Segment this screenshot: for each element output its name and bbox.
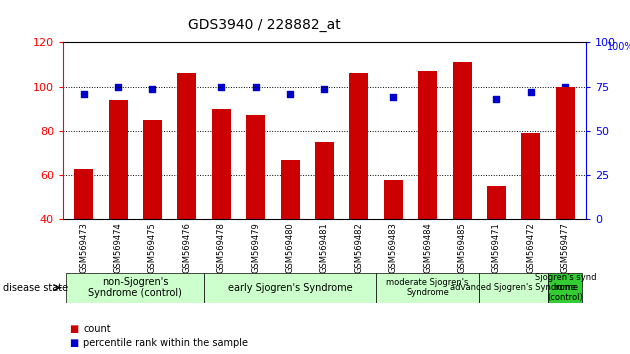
Bar: [280, 160, 299, 219]
Text: GSM569481: GSM569481: [320, 222, 329, 273]
Point: [354, 84, 364, 90]
Text: non-Sjogren's
Syndrome (control): non-Sjogren's Syndrome (control): [88, 277, 182, 298]
Point: [457, 84, 467, 90]
Bar: [66, 273, 204, 303]
Text: Sjogren's synd
rome
(control): Sjogren's synd rome (control): [534, 273, 596, 302]
Text: GSM569480: GSM569480: [285, 222, 295, 273]
Text: moderate Sjogren's
Syndrome: moderate Sjogren's Syndrome: [386, 278, 469, 297]
Text: GDS3940 / 228882_at: GDS3940 / 228882_at: [188, 18, 341, 32]
Bar: [204, 273, 376, 303]
Point: [560, 84, 570, 90]
Bar: [74, 169, 93, 219]
Bar: [376, 273, 479, 303]
Bar: [246, 115, 265, 219]
Point: [147, 86, 158, 91]
Text: ■: ■: [69, 338, 79, 348]
Text: GSM569478: GSM569478: [217, 222, 226, 273]
Bar: [479, 273, 548, 303]
Text: GSM569483: GSM569483: [389, 222, 398, 273]
Point: [388, 95, 398, 100]
Point: [79, 91, 89, 97]
Bar: [487, 186, 506, 219]
Text: early Sjogren's Syndrome: early Sjogren's Syndrome: [227, 282, 352, 293]
Point: [526, 89, 536, 95]
Bar: [350, 73, 369, 219]
Bar: [452, 62, 471, 219]
Point: [319, 86, 329, 91]
Bar: [548, 273, 583, 303]
Text: GSM569477: GSM569477: [561, 222, 570, 273]
Point: [216, 84, 226, 90]
Point: [113, 84, 123, 90]
Bar: [212, 109, 231, 219]
Text: GSM569473: GSM569473: [79, 222, 88, 273]
Bar: [108, 100, 127, 219]
Text: GSM569471: GSM569471: [492, 222, 501, 273]
Text: count: count: [83, 324, 111, 334]
Bar: [418, 71, 437, 219]
Point: [423, 84, 433, 90]
Bar: [143, 120, 162, 219]
Bar: [384, 179, 403, 219]
Text: GSM569472: GSM569472: [526, 222, 536, 273]
Point: [251, 84, 261, 90]
Text: GSM569479: GSM569479: [251, 222, 260, 273]
Text: GSM569485: GSM569485: [457, 222, 467, 273]
Text: disease state: disease state: [3, 282, 68, 293]
Text: GSM569475: GSM569475: [148, 222, 157, 273]
Text: GSM569484: GSM569484: [423, 222, 432, 273]
Text: GSM569474: GSM569474: [113, 222, 123, 273]
Text: advanced Sjogren's Syndrome: advanced Sjogren's Syndrome: [450, 283, 578, 292]
Text: percentile rank within the sample: percentile rank within the sample: [83, 338, 248, 348]
Bar: [556, 87, 575, 219]
Text: ■: ■: [69, 324, 79, 334]
Bar: [522, 133, 541, 219]
Text: GSM569482: GSM569482: [354, 222, 364, 273]
Text: GSM569476: GSM569476: [182, 222, 192, 273]
Point: [491, 96, 501, 102]
Point: [285, 91, 295, 97]
Text: 100%: 100%: [607, 42, 630, 52]
Point: [182, 84, 192, 90]
Bar: [315, 142, 334, 219]
Bar: [178, 73, 197, 219]
